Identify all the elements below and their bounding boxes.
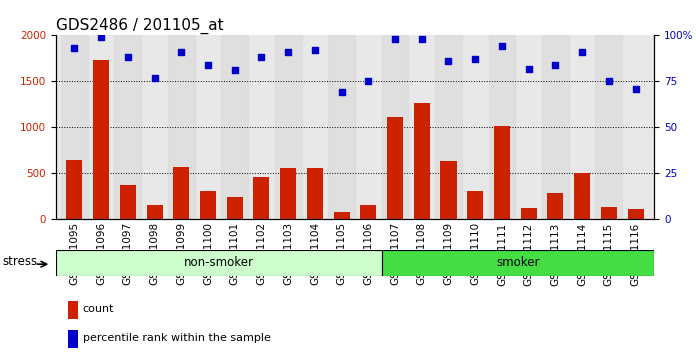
Text: count: count (83, 304, 114, 314)
Bar (200, 192, 216, 219)
Point (470, 57, 481, 62)
Point (523, 66, 535, 72)
Bar (168, 35, 195, 219)
Point (122, 55, 134, 60)
Bar (628, 209, 644, 219)
Bar (68, 301, 79, 319)
Point (603, 79, 615, 84)
Bar (441, 161, 457, 219)
Bar (361, 205, 377, 219)
Point (390, 36, 401, 42)
Bar (68, 330, 79, 348)
Bar (221, 35, 248, 219)
FancyBboxPatch shape (382, 250, 654, 276)
Bar (547, 193, 563, 219)
Text: stress: stress (3, 255, 38, 268)
Point (69, 45, 80, 51)
Bar (329, 35, 355, 219)
Bar (66, 160, 82, 219)
Bar (435, 35, 462, 219)
Point (630, 86, 641, 92)
Text: percentile rank within the sample: percentile rank within the sample (83, 333, 271, 343)
Point (496, 44, 507, 49)
Bar (114, 35, 141, 219)
Bar (93, 60, 109, 219)
Point (203, 62, 214, 68)
Bar (173, 167, 189, 219)
Bar (601, 207, 617, 219)
Point (309, 47, 320, 53)
Point (443, 58, 454, 64)
Text: GDS2486 / 201105_at: GDS2486 / 201105_at (56, 18, 223, 34)
Bar (494, 126, 510, 219)
Bar (521, 207, 537, 219)
Bar (280, 169, 296, 219)
Point (336, 90, 347, 95)
Point (256, 55, 267, 60)
Bar (275, 35, 301, 219)
FancyBboxPatch shape (56, 250, 382, 276)
Bar (61, 35, 88, 219)
Text: smoker: smoker (496, 256, 540, 269)
Bar (467, 192, 483, 219)
Bar (489, 35, 515, 219)
Bar (307, 169, 323, 219)
Bar (120, 185, 136, 219)
Bar (147, 205, 163, 219)
Bar (574, 173, 590, 219)
Point (149, 75, 160, 81)
Point (550, 62, 561, 68)
Bar (253, 177, 269, 219)
Bar (381, 35, 409, 219)
Text: non-smoker: non-smoker (184, 256, 254, 269)
Point (95, 34, 106, 40)
Point (576, 49, 587, 55)
Point (229, 68, 240, 73)
Point (283, 49, 294, 55)
Bar (227, 197, 243, 219)
Point (416, 36, 427, 42)
Bar (596, 35, 622, 219)
Bar (542, 35, 569, 219)
Bar (387, 117, 403, 219)
Bar (333, 212, 349, 219)
Bar (413, 103, 430, 219)
Point (175, 49, 187, 55)
Point (363, 79, 374, 84)
